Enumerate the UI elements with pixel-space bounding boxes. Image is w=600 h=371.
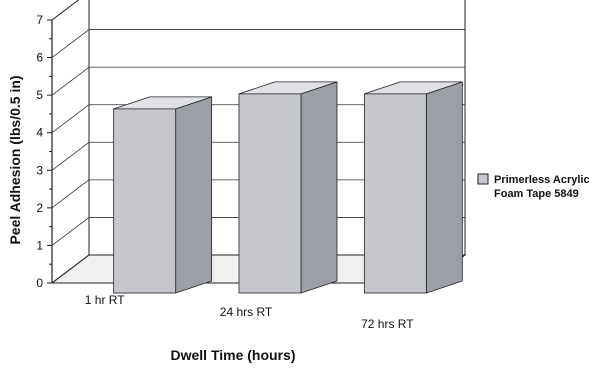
y-tick-label: 0 <box>36 276 43 290</box>
bar <box>238 81 338 294</box>
x-category-label: 1 hr RT <box>85 293 125 307</box>
gridline-depth <box>51 141 90 171</box>
gridline-depth <box>51 254 90 284</box>
gridline-depth <box>51 66 90 96</box>
x-category-label: 72 hrs RT <box>361 317 414 331</box>
bar-front <box>363 93 427 294</box>
gridline-depth <box>51 217 90 246</box>
legend-label-line-1: Primerless Acrylic <box>494 174 590 186</box>
y-tick-label: 6 <box>36 51 43 65</box>
bar-front <box>238 93 302 294</box>
gridline-depth <box>51 179 90 209</box>
bars <box>113 81 463 294</box>
bar-front <box>113 108 177 294</box>
bar-side <box>300 81 338 294</box>
bar <box>113 96 213 294</box>
x-axis-title: Dwell Time (hours) <box>171 347 296 363</box>
x-category-label: 24 hrs RT <box>220 305 273 319</box>
y-tick-label: 4 <box>36 126 43 140</box>
y-axis-title: Peel Adhesion (lbs/0.5 in) <box>7 75 23 244</box>
y-tick-label: 1 <box>36 238 43 252</box>
y-tick-label: 5 <box>36 88 43 102</box>
y-tick-label: 7 <box>36 13 43 27</box>
y-tick-label: 2 <box>36 201 43 215</box>
bar-side <box>175 96 213 294</box>
bar <box>363 81 463 294</box>
bar-side <box>425 81 463 294</box>
gridline-depth <box>51 104 90 134</box>
y-tick-label: 3 <box>36 163 43 177</box>
gridline-depth <box>51 29 90 58</box>
x-axis-categories: 1 hr RT 24 hrs RT 72 hrs RT <box>85 293 414 331</box>
top-edge <box>51 0 80 21</box>
gridline-depth <box>51 0 80 21</box>
legend: Primerless Acrylic Foam Tape 5849 <box>477 173 590 200</box>
y-axis: 0 1 2 3 4 5 6 7 <box>36 0 90 290</box>
legend-swatch <box>477 173 489 185</box>
legend-label-line-2: Foam Tape 5849 <box>494 188 579 200</box>
